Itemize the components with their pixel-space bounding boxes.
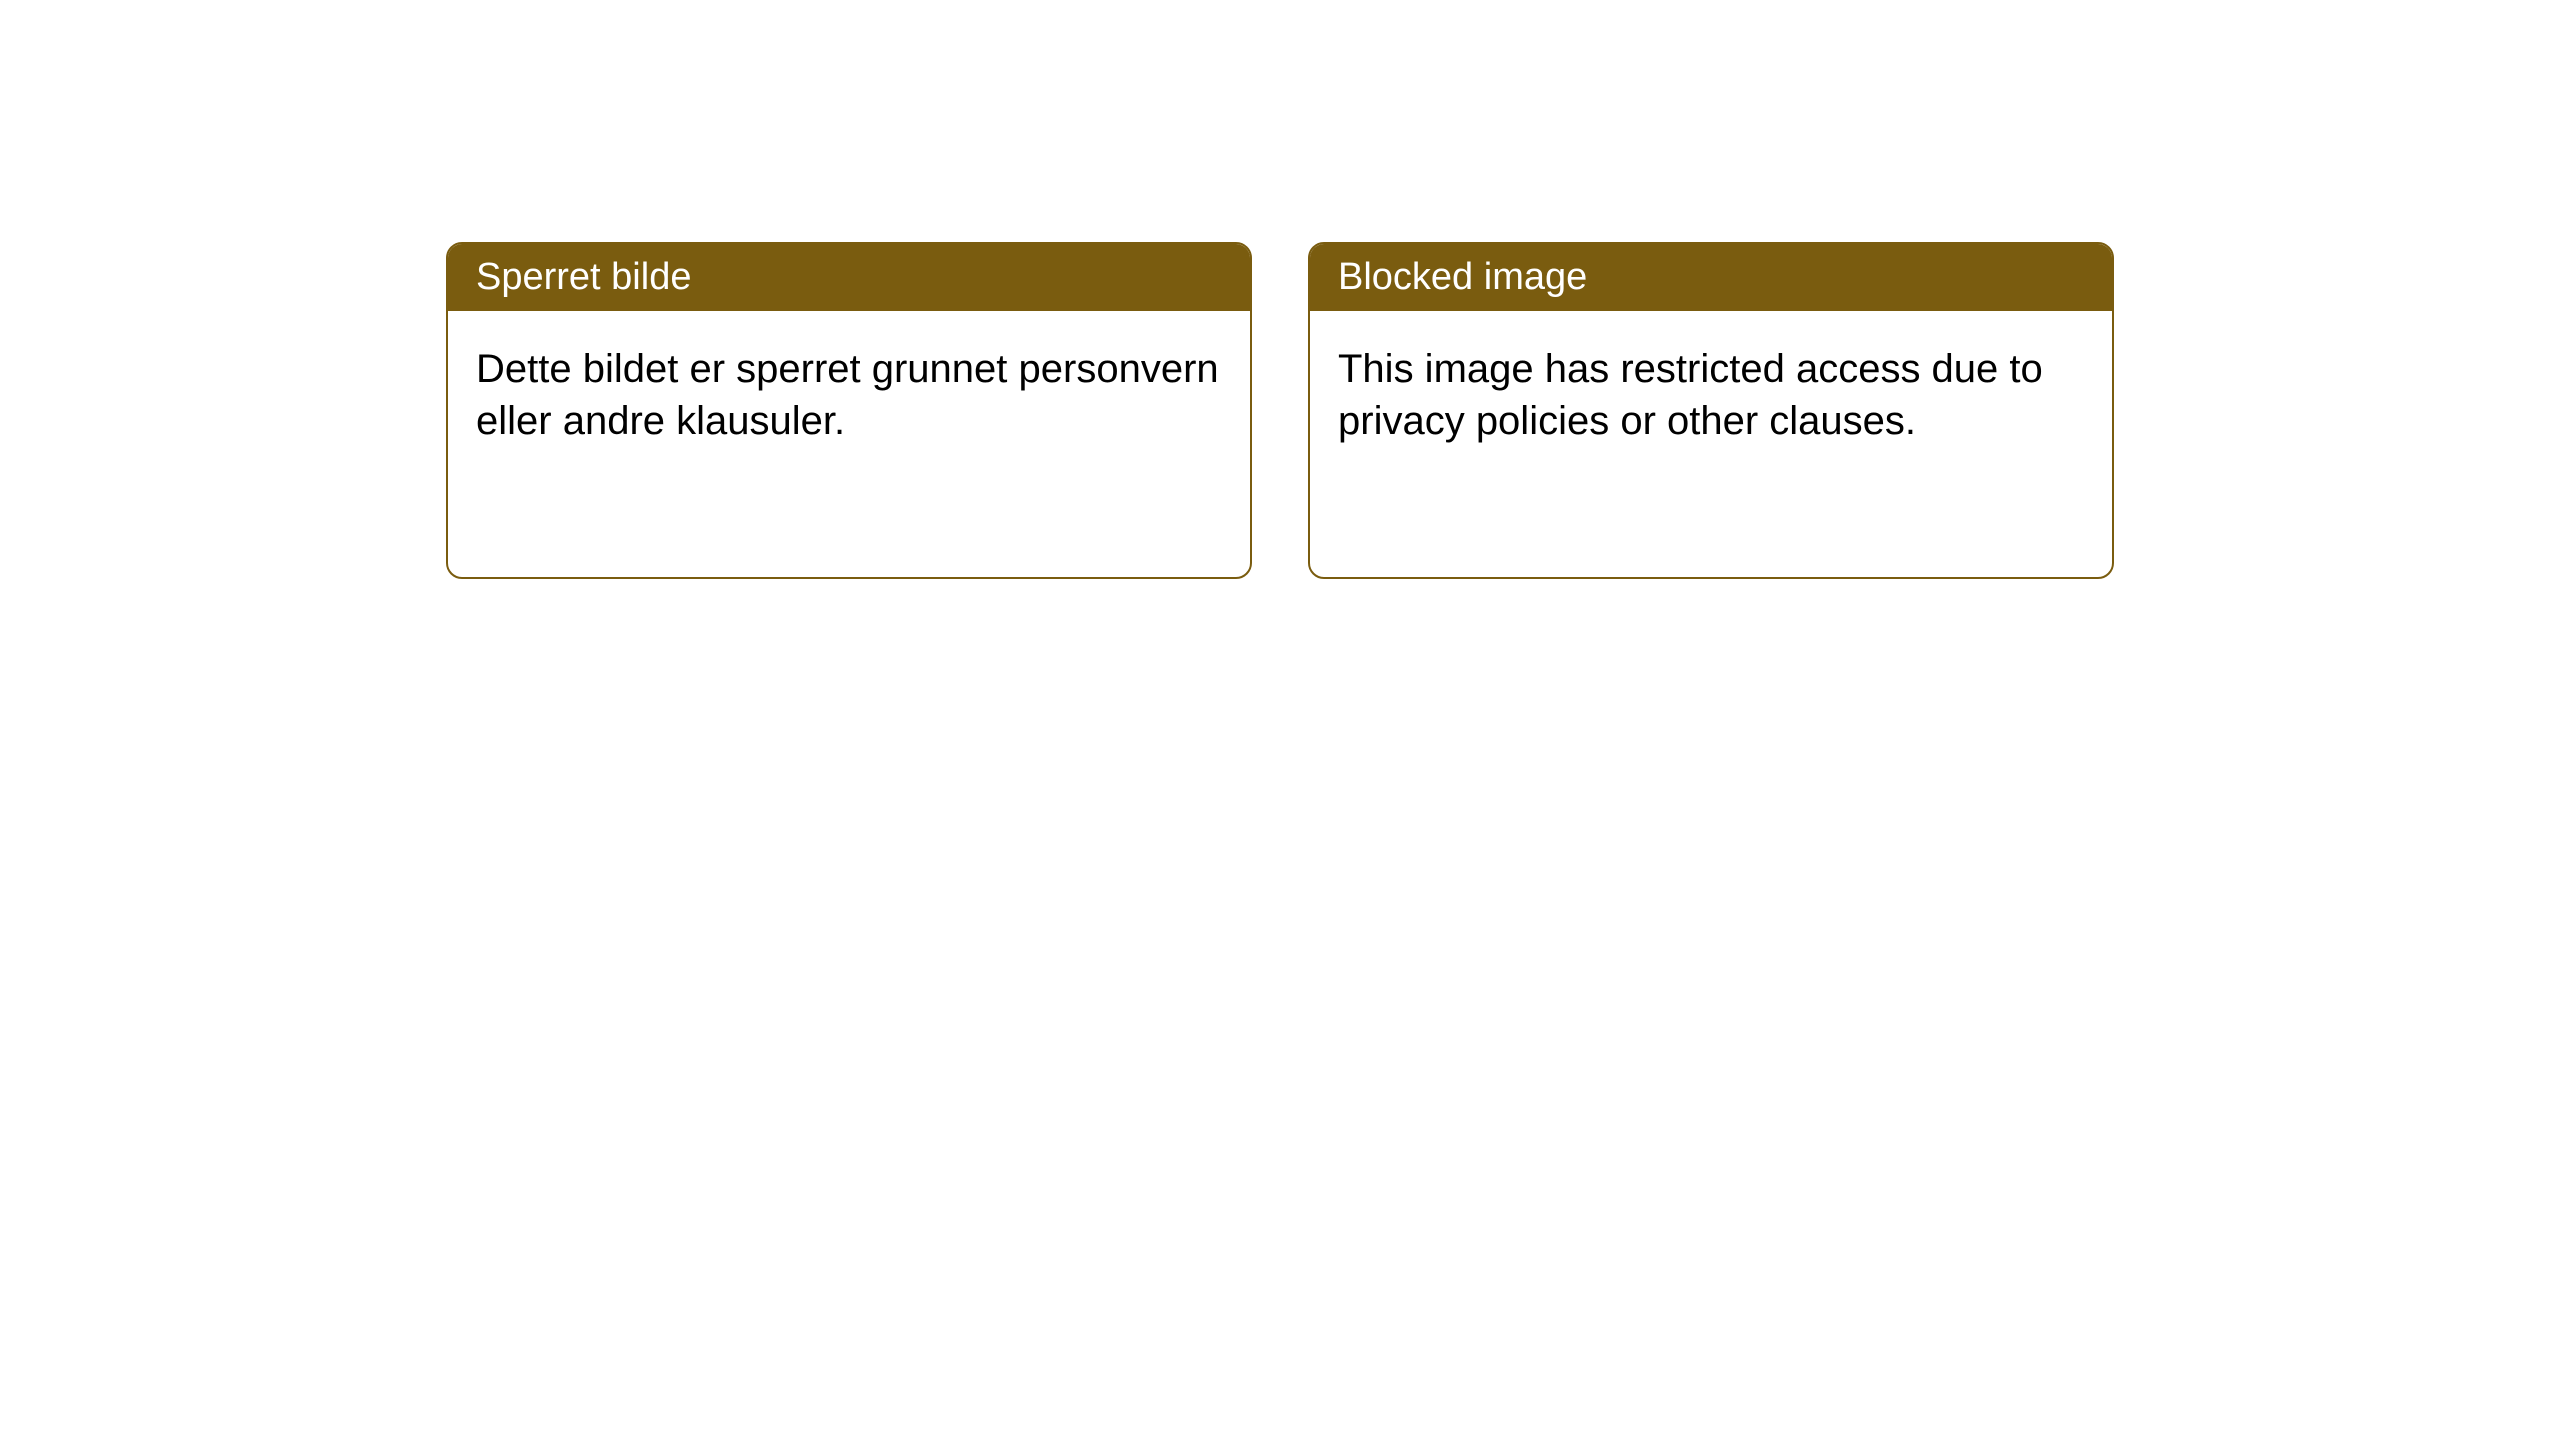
card-title: Sperret bilde — [476, 256, 691, 298]
card-body: This image has restricted access due to … — [1310, 311, 2112, 479]
notice-card-norwegian: Sperret bilde Dette bildet er sperret gr… — [446, 242, 1252, 579]
card-header: Sperret bilde — [448, 244, 1250, 311]
card-body-text: This image has restricted access due to … — [1338, 347, 2043, 443]
notice-container: Sperret bilde Dette bildet er sperret gr… — [0, 0, 2560, 579]
card-body: Dette bildet er sperret grunnet personve… — [448, 311, 1250, 479]
card-body-text: Dette bildet er sperret grunnet personve… — [476, 347, 1219, 443]
notice-card-english: Blocked image This image has restricted … — [1308, 242, 2114, 579]
card-header: Blocked image — [1310, 244, 2112, 311]
card-title: Blocked image — [1338, 256, 1587, 298]
